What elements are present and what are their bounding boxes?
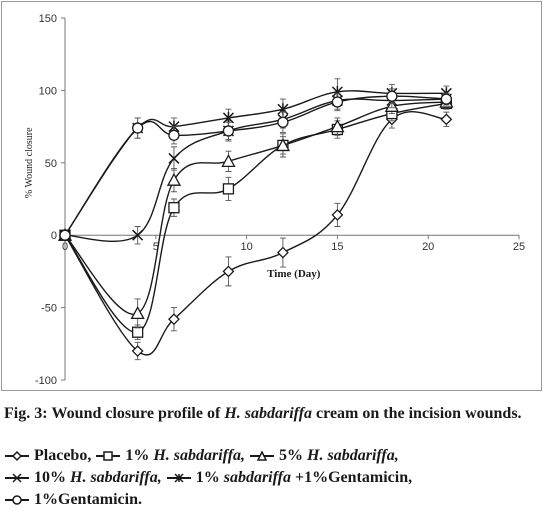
data-point [277, 116, 289, 128]
line-chart: -100 -50 0 50 100 150 0 5 10 15 20 25 Time (Day) % Wo… [24, 13, 525, 387]
legend-item: 10% H. sabdariffa, [4, 469, 162, 486]
legend-text: H. sabdariffa, [149, 447, 246, 464]
x-axis-title: Time (Day) [267, 268, 321, 280]
data-point [222, 265, 235, 278]
data-point [132, 229, 144, 241]
legend-text: 10% [30, 469, 66, 486]
data-point [222, 125, 235, 137]
data-point [168, 313, 180, 326]
x-tick-label: 20 [422, 241, 434, 253]
data-point [440, 113, 453, 126]
data-point [386, 90, 398, 102]
data-point [222, 183, 235, 195]
data-point [440, 93, 453, 105]
legend-marker-square-icon [96, 451, 121, 461]
caption-text: Wound closure profile of [51, 405, 221, 422]
x-tick-label: 10 [240, 241, 252, 253]
data-point [168, 202, 180, 214]
data-point [59, 229, 71, 241]
y-tick-label: 50 [45, 158, 57, 170]
y-tick-label: -50 [41, 303, 57, 315]
legend-item: Placebo, [4, 447, 91, 464]
legend-text: 1% [191, 469, 220, 486]
legend-text: +1%Gentamicin, [290, 469, 413, 486]
x-tick-label: 5 [153, 241, 159, 253]
data-point [330, 119, 345, 133]
legend-text: H. sabdariffa, [303, 447, 399, 464]
legend-item: 1%Gentamicin. [4, 491, 142, 508]
legend-text: 1%Gentamicin. [30, 491, 142, 508]
legend-text: Placebo, [30, 447, 92, 464]
legend-text: 1% [121, 447, 150, 464]
data-point [331, 96, 344, 108]
data-point [277, 246, 289, 259]
x-tick-label: 0 [62, 241, 68, 253]
y-tick-label: 0 [51, 230, 57, 242]
data-point [168, 152, 180, 164]
data-point [168, 129, 180, 141]
legend-text: sabdariffa [219, 469, 291, 486]
y-tick-label: 100 [39, 85, 57, 97]
series-line [64, 102, 447, 333]
legend-marker-x-icon [5, 473, 29, 483]
legend-marker-circle-icon [5, 495, 29, 505]
caption-species: H. sabdariffa [224, 405, 313, 422]
legend-item: 1% sabdariffa +1%Gentamicin, [166, 469, 412, 486]
figure-caption: Fig. 3: Wound closure profile of H. sabd… [4, 404, 544, 424]
caption-label: Fig. 3: [4, 405, 48, 422]
data-point [331, 209, 344, 221]
legend: Placebo, 1% H. sabdariffa, 5% H. sabdari… [4, 445, 544, 511]
legend-item: 5% H. sabdariffa, [249, 447, 399, 464]
legend-item: 1% H. sabdariffa, [95, 447, 245, 464]
x-tick-label: 25 [513, 241, 525, 253]
series-line [64, 101, 447, 315]
y-tick-label: -100 [35, 375, 57, 387]
x-tick-label: 15 [331, 241, 343, 253]
data-point [130, 306, 145, 320]
legend-marker-diamond-icon [5, 450, 29, 462]
y-axis-title: % Wound closure [24, 127, 35, 198]
legend-text: H. sabdariffa, [66, 469, 162, 486]
data-point [131, 122, 144, 134]
data-point [221, 153, 236, 168]
legend-text: 5% [275, 447, 304, 464]
legend-marker-star-icon [166, 473, 191, 483]
data-point [131, 326, 144, 338]
data-point [131, 345, 144, 357]
caption-text-end: cream on the incision wounds. [316, 405, 522, 422]
chart-frame: -100 -50 0 50 100 150 0 5 10 15 20 25 Time (Day) % Wo… [1, 1, 542, 391]
y-tick-label: 150 [39, 13, 57, 25]
data-point [166, 172, 182, 186]
legend-marker-triangle-icon [250, 450, 275, 461]
data-point [275, 138, 291, 152]
